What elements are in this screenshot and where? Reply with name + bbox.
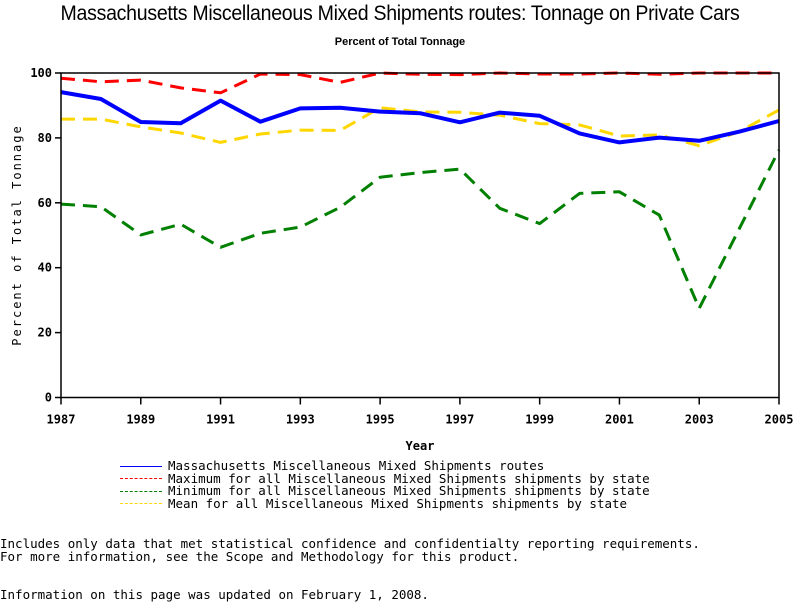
chart-title: Massachusetts Miscellaneous Mixed Shipme…	[60, 2, 740, 25]
updated-note: Information on this page was updated on …	[0, 587, 429, 602]
legend-label: Maximum for all Miscellaneous Mixed Ship…	[168, 470, 650, 486]
x-tick-label: 2001	[605, 413, 634, 427]
legend-item: Minimum for all Miscellaneous Mixed Ship…	[120, 483, 650, 498]
legend-item: Maximum for all Miscellaneous Mixed Ship…	[120, 470, 650, 486]
legend-swatch	[120, 478, 162, 480]
legend-label: Massachusetts Miscellaneous Mixed Shipme…	[168, 458, 545, 473]
line-chart: 0 20 40 60 80 100 1987 1989 1991 1993 1995 1997 1999…	[10, 66, 793, 453]
x-axis-title: Year	[406, 439, 435, 453]
legend: Massachusetts Miscellaneous Mixed Shipme…	[120, 458, 650, 511]
x-tick-label: 1999	[525, 413, 554, 427]
legend-swatch	[120, 465, 162, 467]
y-tick-label: 0	[45, 391, 52, 405]
legend-label: Minimum for all Miscellaneous Mixed Ship…	[168, 483, 650, 498]
chart-subtitle: Percent of Total Tonnage	[334, 36, 466, 48]
legend-swatch	[120, 503, 162, 505]
x-tick-label: 1991	[206, 413, 235, 427]
series-layer	[60, 71, 781, 310]
y-tick-label: 40	[38, 261, 52, 275]
x-tick-label: 1997	[445, 413, 474, 427]
series-line-3	[61, 106, 780, 148]
y-tick-label: 20	[38, 326, 52, 340]
legend-item: Massachusetts Miscellaneous Mixed Shipme…	[120, 458, 650, 473]
y-tick-label: 100	[30, 66, 52, 80]
legend-label: Mean for all Miscellaneous Mixed Shipmen…	[168, 495, 628, 511]
legend-item: Mean for all Miscellaneous Mixed Shipmen…	[120, 495, 650, 511]
series-line-2	[60, 149, 781, 310]
x-tick-label: 1987	[47, 413, 76, 427]
axes-layer: 0 20 40 60 80 100 1987 1989 1991 1993 1995 1997 1999…	[30, 66, 793, 427]
legend-swatch	[120, 490, 162, 492]
footnote-confidence: Includes only data that met statistical …	[0, 536, 700, 551]
y-tick-label: 60	[38, 196, 52, 210]
x-tick-label: 1993	[286, 413, 315, 427]
x-tick-label: 2003	[685, 413, 714, 427]
y-axis-title: Percent of Total Tonnage	[10, 124, 24, 345]
x-tick-label: 1995	[366, 413, 395, 427]
x-tick-label: 1989	[126, 413, 155, 427]
series-line-0	[60, 90, 780, 145]
y-tick-label: 80	[38, 131, 52, 145]
series-line-1	[60, 71, 779, 95]
footnote-methodology: For more information, see the Scope and …	[0, 549, 520, 564]
x-tick-label: 2005	[765, 413, 794, 427]
